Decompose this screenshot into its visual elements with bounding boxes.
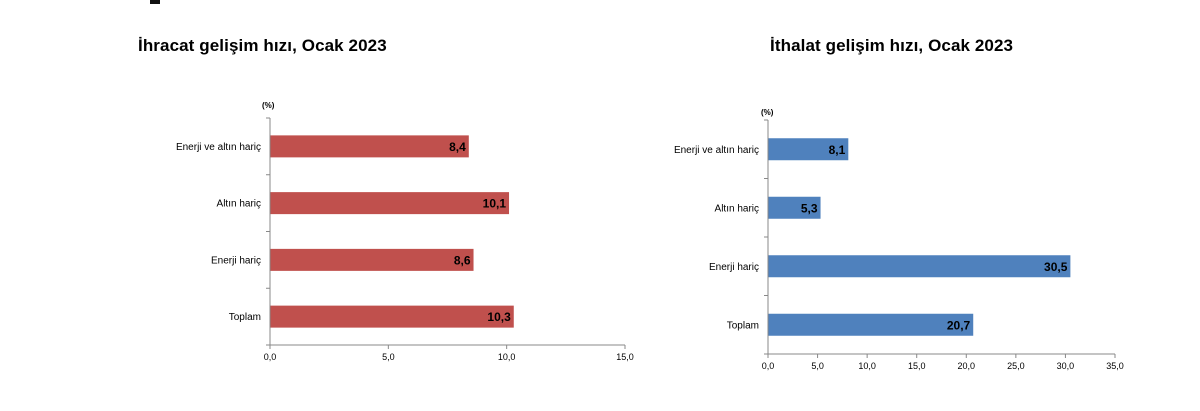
export-bar bbox=[270, 248, 474, 271]
export-bar bbox=[270, 192, 510, 215]
import-category-label: Altın hariç bbox=[715, 203, 759, 214]
export-category-label: Altın hariç bbox=[217, 199, 261, 210]
import-bar bbox=[768, 138, 849, 161]
import-chart-title: İthalat gelişim hızı, Ocak 2023 bbox=[770, 36, 1014, 55]
export-unit-label: (%) bbox=[262, 101, 275, 110]
import-unit-label: (%) bbox=[761, 108, 774, 117]
export-category-label: Enerji hariç bbox=[211, 255, 261, 266]
corner-mark bbox=[150, 0, 160, 4]
export-bar bbox=[270, 305, 514, 328]
export-data-label: 8,4 bbox=[449, 140, 466, 154]
export-data-label: 10,1 bbox=[483, 197, 507, 211]
import-data-label: 30,5 bbox=[1044, 260, 1068, 274]
export-category-label: Enerji ve altın hariç bbox=[176, 142, 261, 153]
import-category-label: Enerji hariç bbox=[709, 262, 759, 273]
import-x-tick-label: 15,0 bbox=[908, 361, 926, 371]
export-x-tick-label: 10,0 bbox=[498, 352, 516, 362]
import-category-label: Enerji ve altın hariç bbox=[674, 145, 759, 156]
import-bar bbox=[768, 255, 1071, 278]
import-x-tick-label: 30,0 bbox=[1057, 361, 1075, 371]
import-x-tick-label: 0,0 bbox=[762, 361, 775, 371]
import-x-tick-label: 20,0 bbox=[958, 361, 976, 371]
import-category-label: Toplam bbox=[727, 320, 759, 331]
import-x-tick-label: 35,0 bbox=[1106, 361, 1124, 371]
export-x-tick-label: 5,0 bbox=[382, 352, 395, 362]
export-chart-title: İhracat gelişim hızı, Ocak 2023 bbox=[138, 36, 387, 55]
import-x-tick-label: 5,0 bbox=[811, 361, 824, 371]
import-data-label: 8,1 bbox=[829, 143, 846, 157]
import-bar bbox=[768, 196, 821, 219]
export-category-label: Toplam bbox=[229, 312, 261, 323]
import-bar bbox=[768, 313, 974, 336]
export-data-label: 10,3 bbox=[487, 310, 511, 324]
export-x-tick-label: 15,0 bbox=[616, 352, 634, 362]
import-data-label: 5,3 bbox=[801, 201, 818, 215]
import-x-tick-label: 10,0 bbox=[858, 361, 876, 371]
export-data-label: 8,6 bbox=[454, 253, 471, 267]
import-x-tick-label: 25,0 bbox=[1007, 361, 1025, 371]
export-bar bbox=[270, 135, 469, 158]
import-data-label: 20,7 bbox=[947, 318, 971, 332]
export-x-tick-label: 0,0 bbox=[264, 352, 277, 362]
